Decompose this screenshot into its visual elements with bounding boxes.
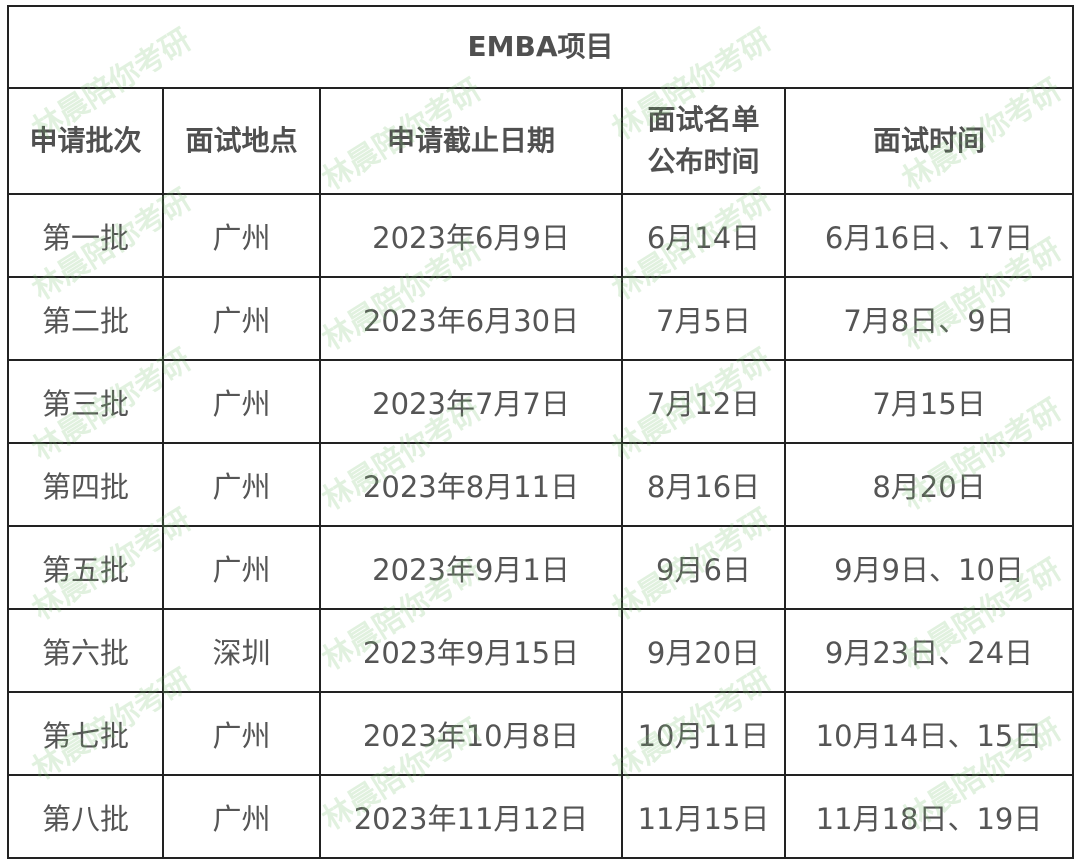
column-header-list-publish-date: 面试名单公布时间 (621, 87, 786, 195)
cell-interview-date: 10月14日、15日 (783, 691, 1075, 776)
cell-deadline: 2023年6月30日 (319, 276, 623, 361)
cell-interview-date: 9月23日、24日 (783, 608, 1075, 693)
cell-deadline: 2023年8月11日 (319, 442, 623, 527)
cell-interview-date: 11月18日、19日 (783, 774, 1075, 859)
cell-list-publish-date: 8月16日 (621, 442, 786, 527)
cell-location: 广州 (162, 774, 321, 859)
cell-batch: 第四批 (7, 442, 164, 527)
cell-list-publish-date: 7月5日 (621, 276, 786, 361)
cell-interview-date: 6月16日、17日 (783, 193, 1075, 278)
column-header-interview-date: 面试时间 (783, 87, 1075, 195)
cell-list-publish-date: 6月14日 (621, 193, 786, 278)
cell-deadline: 2023年9月1日 (319, 525, 623, 610)
cell-deadline: 2023年6月9日 (319, 193, 623, 278)
table-row: 第三批 广州 2023年7月7日 7月12日 7月15日 (7, 359, 1075, 444)
cell-batch: 第三批 (7, 359, 164, 444)
table-row: 第五批 广州 2023年9月1日 9月6日 9月9日、10日 (7, 525, 1075, 610)
table-row: 第二批 广州 2023年6月30日 7月5日 7月8日、9日 (7, 276, 1075, 361)
cell-list-publish-date: 10月11日 (621, 691, 786, 776)
column-header-batch: 申请批次 (7, 87, 164, 195)
table-row: 第七批 广州 2023年10月8日 10月11日 10月14日、15日 (7, 691, 1075, 776)
cell-interview-date: 7月8日、9日 (783, 276, 1075, 361)
cell-list-publish-date: 11月15日 (621, 774, 786, 859)
cell-batch: 第五批 (7, 525, 164, 610)
table-row: 第六批 深圳 2023年9月15日 9月20日 9月23日、24日 (7, 608, 1075, 693)
cell-deadline: 2023年11月12日 (319, 774, 623, 859)
cell-location: 广州 (162, 276, 321, 361)
cell-location: 广州 (162, 442, 321, 527)
table-row: 第一批 广州 2023年6月9日 6月14日 6月16日、17日 (7, 193, 1075, 278)
column-header-deadline: 申请截止日期 (319, 87, 623, 195)
table-row: 第八批 广州 2023年11月12日 11月15日 11月18日、19日 (7, 774, 1075, 859)
cell-location: 广州 (162, 691, 321, 776)
cell-list-publish-date: 7月12日 (621, 359, 786, 444)
cell-location: 深圳 (162, 608, 321, 693)
cell-interview-date: 9月9日、10日 (783, 525, 1075, 610)
cell-batch: 第八批 (7, 774, 164, 859)
emba-schedule-table: EMBA项目 申请批次 面试地点 申请截止日期 面试名单公布时间 面试时间 第一批 广州 2… (6, 5, 1075, 859)
cell-location: 广州 (162, 193, 321, 278)
cell-batch: 第一批 (7, 193, 164, 278)
cell-batch: 第二批 (7, 276, 164, 361)
cell-interview-date: 7月15日 (783, 359, 1075, 444)
cell-location: 广州 (162, 359, 321, 444)
cell-deadline: 2023年10月8日 (319, 691, 623, 776)
cell-list-publish-date: 9月6日 (621, 525, 786, 610)
column-header-location: 面试地点 (162, 87, 321, 195)
cell-list-publish-date: 9月20日 (621, 608, 786, 693)
cell-deadline: 2023年9月15日 (319, 608, 623, 693)
cell-location: 广州 (162, 525, 321, 610)
table-title: EMBA项目 (6, 5, 1075, 89)
cell-deadline: 2023年7月7日 (319, 359, 623, 444)
cell-batch: 第六批 (7, 608, 164, 693)
cell-interview-date: 8月20日 (783, 442, 1075, 527)
cell-batch: 第七批 (7, 691, 164, 776)
table-row: 第四批 广州 2023年8月11日 8月16日 8月20日 (7, 442, 1075, 527)
